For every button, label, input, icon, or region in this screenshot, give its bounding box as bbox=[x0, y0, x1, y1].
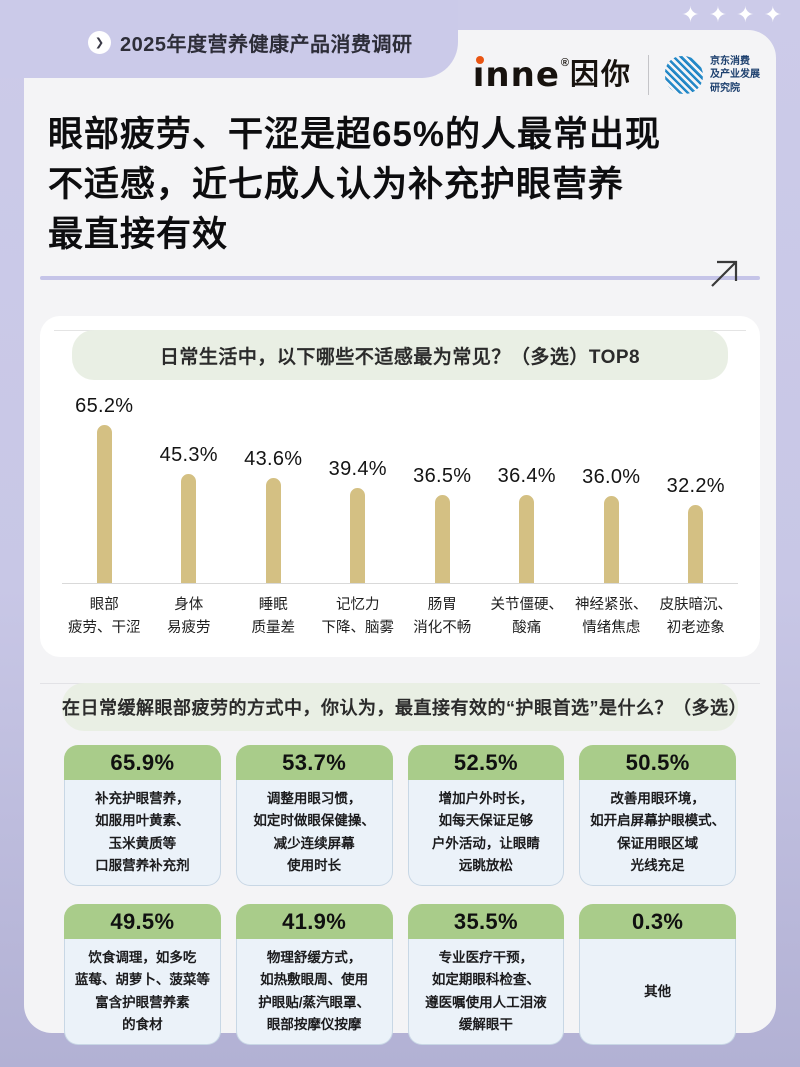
jd-striped-globe-icon bbox=[665, 56, 703, 94]
question2-wrap: 在日常缓解眼部疲劳的方式中，你认为，最直接有效的“护眼首选”是什么？（多选） bbox=[40, 683, 760, 732]
chevron-right-icon: ❯ bbox=[88, 30, 111, 54]
bar-category-label: 身体 易疲劳 bbox=[167, 597, 211, 636]
bar bbox=[434, 494, 450, 584]
jd-institute-name: 京东消费 及产业发展 研究院 bbox=[710, 55, 760, 94]
bar bbox=[265, 477, 281, 584]
question2-pill: 在日常缓解眼部疲劳的方式中，你认为，最直接有效的“护眼首选”是什么？（多选） bbox=[62, 683, 747, 732]
page-title: 眼部疲劳、干涩是超65%的人最常出现 不适感，近七成人认为补充护眼营养 最直接有… bbox=[48, 115, 662, 255]
answer-card: 65.9% 补充护眼营养， 如服用叶黄素、 玉米黄质等 口服营养补充剂 bbox=[64, 745, 221, 887]
sparkle-icon: ✦ bbox=[708, 2, 728, 27]
answer-card: 0.3% 其他 bbox=[579, 904, 736, 1046]
answer-percent: 52.5% bbox=[407, 745, 565, 781]
answer-percent: 65.9% bbox=[64, 745, 221, 781]
arrow-up-right-icon bbox=[711, 260, 738, 287]
bar-value-label: 43.6% bbox=[244, 447, 303, 470]
answer-text: 补充护眼营养， 如服用叶黄素、 玉米黄质等 口服营养补充剂 bbox=[64, 780, 221, 887]
bar bbox=[688, 505, 704, 584]
bar-column: 36.5% bbox=[400, 464, 485, 584]
logo-divider bbox=[648, 55, 649, 95]
answer-card: 35.5% 专业医疗干预， 如定期眼科检查、 遵医嘱使用人工泪液 缓解眼干 bbox=[407, 904, 565, 1046]
discomfort-chart-card: 日常生活中，以下哪些不适感最为常见？（多选）TOP8 65.2% 45.3% 43.… bbox=[40, 316, 760, 658]
sparkle-decoration: ✦ ✦ ✦ ✦ bbox=[681, 0, 782, 30]
answer-percent: 50.5% bbox=[579, 745, 736, 781]
chart-title-wrap: 日常生活中，以下哪些不适感最为常见？（多选）TOP8 bbox=[54, 330, 746, 381]
answer-percent: 0.3% bbox=[579, 904, 736, 940]
answer-card: 53.7% 调整用眼习惯， 如定时做眼保健操、 减少连续屏幕 使用时长 bbox=[235, 745, 393, 887]
answer-percent: 49.5% bbox=[64, 904, 221, 940]
answer-text: 饮食调理，如多吃 蓝莓、胡萝卜、菠菜等 富含护眼营养素 的食材 bbox=[64, 939, 221, 1046]
answer-card: 50.5% 改善用眼环境， 如开启屏幕护眼模式、 保证用眼区域 光线充足 bbox=[579, 745, 736, 887]
breadcrumb-label: 2025年度营养健康产品消费调研 bbox=[120, 33, 413, 56]
answer-text: 增加户外时长， 如每天保证足够 户外活动，让眼睛 远眺放松 bbox=[407, 780, 565, 887]
bar-category-label: 眼部 疲劳、干涩 bbox=[68, 597, 141, 636]
inne-cn-wordmark: 因你 bbox=[569, 59, 632, 91]
answer-text: 改善用眼环境， 如开启屏幕护眼模式、 保证用眼区域 光线充足 bbox=[579, 780, 736, 887]
bar-value-label: 36.5% bbox=[413, 464, 472, 487]
answer-text: 调整用眼习惯， 如定时做眼保健操、 减少连续屏幕 使用时长 bbox=[235, 780, 393, 887]
bar-category-label: 关节僵硬、 酸痛 bbox=[490, 597, 564, 636]
sparkle-icon: ✦ bbox=[763, 2, 782, 27]
answer-card: 41.9% 物理舒缓方式， 如热敷眼周、使用 护眼贴/蒸汽眼罩、 眼部按摩仪按摩 bbox=[235, 904, 393, 1046]
bar bbox=[181, 473, 197, 584]
bar-category-label: 记忆力 下降、脑雾 bbox=[321, 597, 395, 636]
answer-cards-grid: 65.9% 补充护眼营养， 如服用叶黄素、 玉米黄质等 口服营养补充剂 53.7% 调… bbox=[64, 745, 736, 1046]
labels-row: 眼部 疲劳、干涩 身体 易疲劳 睡眠 质量差 记忆力 下降、脑雾 肠胃 消化不畅 关节僵硬… bbox=[62, 594, 738, 639]
bar-category-label: 肠胃 消化不畅 bbox=[413, 597, 472, 636]
bar-category-label: 神经紧张、 情绪焦虑 bbox=[575, 597, 648, 636]
bar-column: 32.2% bbox=[654, 475, 739, 584]
section-divider bbox=[40, 276, 760, 281]
answer-text: 其他 bbox=[579, 939, 736, 1046]
inne-logo: ınne ® 因你 bbox=[473, 56, 632, 94]
content-card: ınne ® 因你 京东消费 及产业发展 研究院 眼部疲劳、干涩是超65%的人最… bbox=[24, 30, 776, 1046]
bar-value-label: 36.4% bbox=[497, 465, 556, 488]
bars-row: 65.2% 45.3% 43.6% 39.4% 36.5% 36.4% 36.0% 32.2% bbox=[62, 386, 739, 585]
chart-title-pill: 日常生活中，以下哪些不适感最为常见？（多选）TOP8 bbox=[72, 330, 728, 381]
answer-percent: 53.7% bbox=[235, 745, 393, 781]
bar-category-label: 皮肤暗沉、 初老迹象 bbox=[659, 597, 733, 636]
registered-mark: ® bbox=[560, 57, 569, 69]
answer-text: 专业医疗干预， 如定期眼科检查、 遵医嘱使用人工泪液 缓解眼干 bbox=[407, 939, 565, 1046]
inne-wordmark: ınne bbox=[472, 55, 560, 95]
answer-card: 49.5% 饮食调理，如多吃 蓝莓、胡萝卜、菠菜等 富含护眼营养素 的食材 bbox=[64, 904, 221, 1046]
bar-value-label: 39.4% bbox=[328, 457, 387, 480]
answer-card: 52.5% 增加户外时长， 如每天保证足够 户外活动，让眼睛 远眺放松 bbox=[407, 745, 565, 887]
answer-percent: 35.5% bbox=[407, 904, 565, 940]
bar bbox=[519, 495, 535, 584]
bar bbox=[96, 425, 112, 584]
bar-column: 36.4% bbox=[485, 465, 570, 584]
bar bbox=[350, 487, 366, 584]
bar-value-label: 32.2% bbox=[666, 475, 725, 498]
bar-category-label: 睡眠 质量差 bbox=[251, 597, 296, 636]
bar-column: 43.6% bbox=[231, 448, 316, 584]
bar-value-label: 36.0% bbox=[582, 466, 641, 489]
bar-value-label: 45.3% bbox=[159, 443, 218, 466]
jd-institute-logo: 京东消费 及产业发展 研究院 bbox=[665, 55, 760, 96]
bar-column: 39.4% bbox=[316, 457, 401, 584]
bar-column: 65.2% bbox=[62, 395, 147, 584]
brand-header: ınne ® 因你 京东消费 及产业发展 研究院 bbox=[24, 30, 776, 96]
sparkle-icon: ✦ bbox=[681, 2, 700, 27]
inne-dot-icon bbox=[475, 56, 484, 64]
bar-column: 45.3% bbox=[147, 444, 232, 584]
bar bbox=[603, 496, 619, 584]
sparkle-icon: ✦ bbox=[736, 2, 755, 27]
answer-percent: 41.9% bbox=[235, 904, 393, 940]
breadcrumb: ❯ 2025年度营养健康产品消费调研 bbox=[0, 0, 458, 78]
bar-value-label: 65.2% bbox=[75, 395, 134, 418]
answer-text: 物理舒缓方式， 如热敷眼周、使用 护眼贴/蒸汽眼罩、 眼部按摩仪按摩 bbox=[235, 939, 393, 1046]
bar-column: 36.0% bbox=[569, 466, 654, 584]
